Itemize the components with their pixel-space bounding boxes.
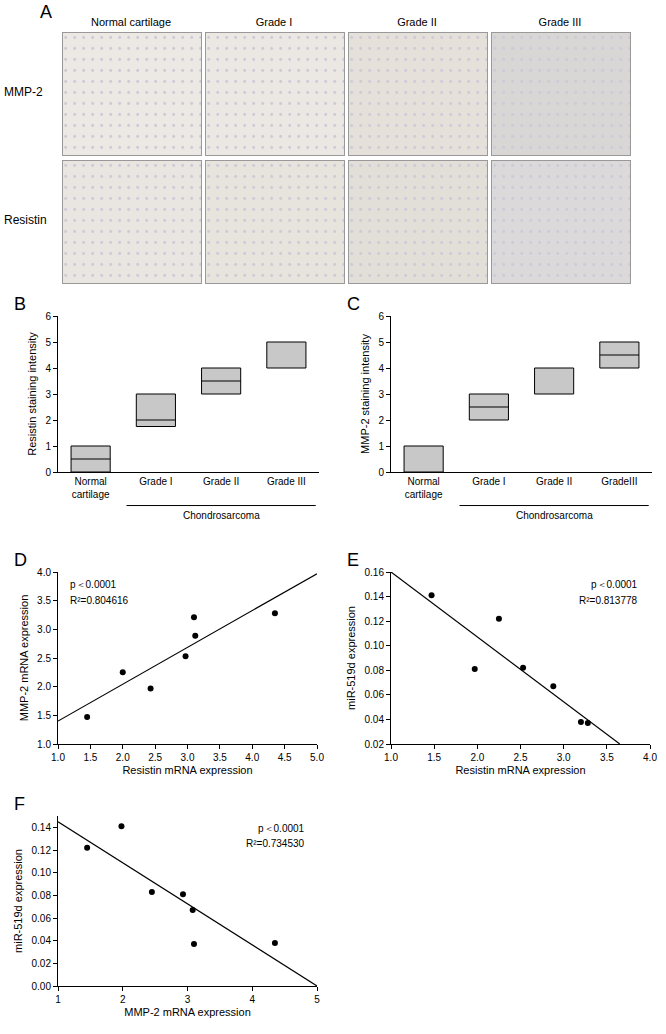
- html-text:Grade III: Grade III: [538, 16, 582, 28]
- svg-text:4.0: 4.0: [245, 752, 259, 763]
- svg-text:1: 1: [378, 441, 384, 452]
- svg-text:Grade II: Grade II: [536, 476, 572, 487]
- svg-text:Resistin mRNA expression: Resistin mRNA expression: [122, 764, 252, 776]
- svg-text:6: 6: [378, 311, 384, 322]
- html-text:D: D: [14, 550, 27, 570]
- svg-text:miR-519d expression: miR-519d expression: [12, 849, 24, 953]
- html-text:MMP-2: MMP-2: [4, 85, 43, 99]
- svg-text:2.5: 2.5: [514, 752, 528, 763]
- svg-text:0.14: 0.14: [365, 591, 385, 602]
- html-text:B: B: [14, 294, 26, 314]
- svg-text:Normalcartilage: Normalcartilage: [405, 476, 443, 500]
- svg-text:4: 4: [45, 363, 51, 374]
- svg-text:Grade I: Grade I: [139, 476, 172, 487]
- svg-text:Resistin mRNA expression: Resistin mRNA expression: [455, 764, 585, 776]
- html-text:Normal cartilage: Normal cartilage: [91, 16, 171, 28]
- svg-text:R²=0.804616: R²=0.804616: [70, 595, 129, 606]
- svg-text:0.04: 0.04: [32, 935, 52, 946]
- svg-text:1.0: 1.0: [37, 739, 51, 750]
- svg-text:5.0: 5.0: [310, 752, 324, 763]
- html-text:Grade II: Grade II: [397, 16, 437, 28]
- svg-text:0.06: 0.06: [365, 689, 385, 700]
- html-text:Grade I: Grade I: [255, 16, 293, 28]
- svg-text:0.00: 0.00: [32, 981, 52, 992]
- svg-text:0.04: 0.04: [365, 714, 385, 725]
- svg-text:MMP-2 mRNA expression: MMP-2 mRNA expression: [124, 1006, 251, 1018]
- svg-text:R²=0.813778: R²=0.813778: [579, 595, 638, 606]
- svg-text:1.5: 1.5: [427, 752, 441, 763]
- svg-text:GradeIII: GradeIII: [601, 476, 637, 487]
- svg-text:4.5: 4.5: [278, 752, 292, 763]
- html-text:A: A: [40, 2, 52, 22]
- svg-text:4.0: 4.0: [643, 752, 657, 763]
- svg-text:1: 1: [55, 994, 61, 1005]
- html-text:F: F: [14, 794, 25, 814]
- svg-text:6: 6: [45, 311, 51, 322]
- svg-text:2.5: 2.5: [148, 752, 162, 763]
- svg-text:0.08: 0.08: [32, 890, 52, 901]
- svg-text:0.10: 0.10: [32, 867, 52, 878]
- svg-text:1.5: 1.5: [37, 710, 51, 721]
- svg-text:5: 5: [314, 994, 320, 1005]
- svg-text:3.5: 3.5: [37, 595, 51, 606]
- svg-text:miR-519d expression: miR-519d expression: [345, 606, 357, 710]
- svg-text:5: 5: [378, 337, 384, 348]
- svg-text:0.02: 0.02: [365, 739, 385, 750]
- svg-text:0: 0: [45, 467, 51, 478]
- svg-text:2: 2: [45, 415, 51, 426]
- svg-text:2: 2: [120, 994, 126, 1005]
- svg-text:MMP-2 staining intensity: MMP-2 staining intensity: [359, 334, 371, 454]
- svg-text:1.0: 1.0: [51, 752, 65, 763]
- html-text:Resistin: Resistin: [4, 213, 47, 227]
- svg-text:4: 4: [378, 363, 384, 374]
- svg-text:Grade I: Grade I: [472, 476, 505, 487]
- svg-text:Grade III: Grade III: [267, 476, 306, 487]
- svg-text:4: 4: [249, 994, 255, 1005]
- svg-text:0.12: 0.12: [365, 616, 385, 627]
- svg-text:2.0: 2.0: [116, 752, 130, 763]
- svg-text:3: 3: [185, 994, 191, 1005]
- svg-text:p＜0.0001: p＜0.0001: [258, 823, 305, 834]
- svg-text:0.08: 0.08: [365, 665, 385, 676]
- svg-text:1.5: 1.5: [83, 752, 97, 763]
- svg-text:0.02: 0.02: [32, 958, 52, 969]
- html-text:E: E: [347, 550, 359, 570]
- svg-text:3.0: 3.0: [557, 752, 571, 763]
- svg-text:3.5: 3.5: [600, 752, 614, 763]
- svg-text:Chondrosarcoma: Chondrosarcoma: [516, 510, 593, 521]
- svg-text:2.0: 2.0: [37, 681, 51, 692]
- svg-text:0.10: 0.10: [365, 640, 385, 651]
- svg-text:0: 0: [378, 467, 384, 478]
- svg-text:2.0: 2.0: [470, 752, 484, 763]
- svg-text:3: 3: [378, 389, 384, 400]
- svg-text:p＜0.0001: p＜0.0001: [70, 579, 117, 590]
- svg-text:0.14: 0.14: [32, 822, 52, 833]
- svg-text:3: 3: [45, 389, 51, 400]
- svg-text:MMP-2 mRNA expression: MMP-2 mRNA expression: [18, 595, 30, 722]
- svg-text:3.5: 3.5: [213, 752, 227, 763]
- svg-text:2.5: 2.5: [37, 653, 51, 664]
- svg-text:Grade II: Grade II: [203, 476, 239, 487]
- svg-text:3.0: 3.0: [37, 624, 51, 635]
- svg-text:0.06: 0.06: [32, 913, 52, 924]
- svg-text:Resistin staining intensity: Resistin staining intensity: [26, 332, 38, 456]
- svg-text:5: 5: [45, 337, 51, 348]
- svg-text:Normalcartilage: Normalcartilage: [72, 476, 110, 500]
- svg-text:2: 2: [378, 415, 384, 426]
- svg-text:p＜0.0001: p＜0.0001: [591, 579, 638, 590]
- svg-text:0.12: 0.12: [32, 845, 52, 856]
- svg-text:0.16: 0.16: [365, 567, 385, 578]
- svg-text:4.0: 4.0: [37, 567, 51, 578]
- html-text:C: C: [347, 294, 360, 314]
- svg-text:R²=0.734530: R²=0.734530: [246, 838, 305, 849]
- svg-text:1: 1: [45, 441, 51, 452]
- svg-text:Chondrosarcoma: Chondrosarcoma: [183, 510, 260, 521]
- svg-text:1.0: 1.0: [384, 752, 398, 763]
- svg-text:3.0: 3.0: [181, 752, 195, 763]
